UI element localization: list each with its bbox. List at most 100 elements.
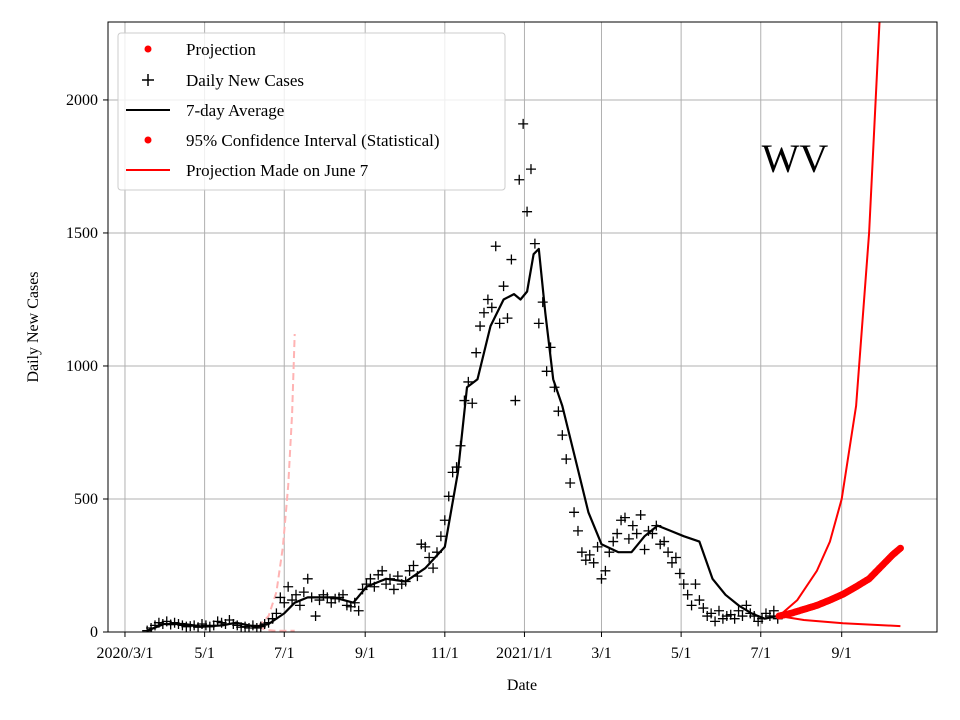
- daily-case-marker: [553, 406, 564, 417]
- x-tick-label: 7/1: [274, 645, 294, 662]
- daily-case-marker: [596, 573, 607, 584]
- daily-case-marker: [619, 512, 630, 523]
- legend-ci-marker: [144, 136, 152, 144]
- daily-case-marker: [381, 579, 392, 590]
- ticks: 2020/3/1 5/1 7/1 9/1 11/1 2021/1/1 3/1 5/1 7/1 9/…: [66, 92, 852, 662]
- old-projection-lower-line: [257, 625, 295, 632]
- daily-case-marker: [283, 581, 294, 592]
- daily-case-marker: [690, 579, 701, 590]
- daily-case-marker: [271, 608, 282, 619]
- legend-projection-june7: Projection Made on June 7: [186, 161, 369, 180]
- daily-case-marker: [388, 584, 399, 595]
- y-tick-label: 0: [90, 624, 98, 641]
- daily-case-marker: [768, 605, 779, 616]
- daily-case-marker: [294, 600, 305, 611]
- daily-case-marker: [537, 297, 548, 308]
- y-tick-label: 500: [74, 491, 98, 508]
- daily-case-marker: [467, 398, 478, 409]
- x-tick-label: 5/1: [671, 645, 691, 662]
- projection-point: [896, 544, 904, 552]
- legend-plus-marker: [142, 74, 154, 86]
- x-tick-label: 9/1: [831, 645, 851, 662]
- daily-case-marker: [541, 366, 552, 377]
- daily-case-marker: [506, 254, 517, 265]
- daily-case-marker: [733, 605, 744, 616]
- daily-case-marker: [623, 533, 634, 544]
- daily-case-marker: [572, 525, 583, 536]
- daily-case-marker: [682, 589, 693, 600]
- daily-case-marker: [741, 600, 752, 611]
- daily-case-marker: [490, 241, 501, 252]
- daily-case-marker: [670, 552, 681, 563]
- daily-case-marker: [275, 592, 286, 603]
- x-axis-label: Date: [507, 677, 537, 694]
- daily-case-marker: [529, 238, 540, 249]
- legend-box: [117, 32, 506, 191]
- daily-case-marker: [337, 589, 348, 600]
- legend-daily-cases: Daily New Cases: [186, 71, 304, 90]
- x-tick-label: 2021/1/1: [496, 645, 553, 662]
- daily-case-marker: [514, 174, 525, 185]
- daily-case-marker: [592, 541, 603, 552]
- plot-marks: [142, 22, 904, 632]
- daily-case-marker: [666, 557, 677, 568]
- daily-case-marker: [713, 605, 724, 616]
- daily-case-marker: [639, 544, 650, 555]
- daily-case-marker: [494, 318, 505, 329]
- y-axis-label: Daily New Cases: [25, 271, 42, 382]
- daily-case-marker: [478, 307, 489, 318]
- daily-case-marker: [510, 395, 521, 406]
- daily-case-marker: [443, 491, 454, 502]
- x-tick-label: 9/1: [355, 645, 375, 662]
- x-tick-label: 5/1: [194, 645, 214, 662]
- seven-day-average-line: [146, 247, 778, 632]
- daily-case-marker: [502, 313, 513, 324]
- legend: Projection Daily New Cases 7-day Average…: [117, 32, 506, 191]
- daily-case-marker: [522, 206, 533, 217]
- daily-case-marker: [612, 528, 623, 539]
- daily-case-marker: [561, 454, 572, 465]
- state-annotation: WV: [762, 136, 829, 181]
- daily-case-marker: [420, 541, 431, 552]
- daily-case-marker: [710, 616, 721, 627]
- x-tick-label: 2020/3/1: [97, 645, 154, 662]
- daily-case-marker: [569, 507, 580, 518]
- daily-case-marker: [482, 294, 493, 305]
- x-tick-label: 3/1: [591, 645, 611, 662]
- daily-case-marker: [706, 608, 717, 619]
- daily-case-marker: [678, 579, 689, 590]
- daily-case-marker: [584, 549, 595, 560]
- legend-projection-marker: [144, 45, 152, 53]
- daily-case-marker: [435, 531, 446, 542]
- daily-case-marker: [302, 573, 313, 584]
- daily-case-marker: [424, 552, 435, 563]
- daily-case-marker: [486, 302, 497, 313]
- daily-case-marker: [279, 597, 290, 608]
- daily-case-marker: [298, 587, 309, 598]
- daily-case-marker: [580, 555, 591, 566]
- daily-case-marker: [447, 467, 458, 478]
- daily-case-marker: [365, 573, 376, 584]
- daily-case-marker: [404, 565, 415, 576]
- x-tick-label: 7/1: [751, 645, 771, 662]
- daily-case-marker: [475, 321, 486, 332]
- daily-case-marker: [565, 478, 576, 489]
- daily-case-marker: [498, 281, 509, 292]
- daily-case-marker: [408, 560, 419, 571]
- ci-lower-line: [778, 615, 901, 628]
- daily-case-marker: [310, 611, 321, 622]
- x-tick-label: 11/1: [431, 645, 459, 662]
- daily-case-marker: [698, 603, 709, 614]
- daily-case-marker: [635, 509, 646, 520]
- daily-case-marker: [518, 118, 529, 129]
- daily-case-marker: [533, 318, 544, 329]
- daily-case-marker: [686, 600, 697, 611]
- legend-7day-average: 7-day Average: [186, 101, 284, 120]
- daily-case-marker: [525, 164, 536, 175]
- daily-case-marker: [631, 528, 642, 539]
- daily-case-marker: [451, 462, 462, 473]
- y-tick-label: 1500: [66, 225, 98, 242]
- daily-case-marker: [428, 563, 439, 574]
